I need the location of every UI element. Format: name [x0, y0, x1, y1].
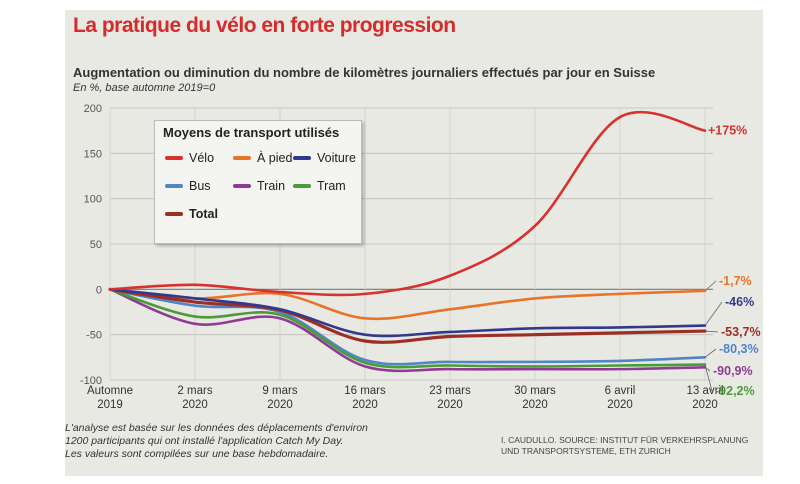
- y-tick-label: 100: [84, 194, 102, 206]
- x-tick-label: 2 mars 2020: [177, 385, 212, 411]
- legend-title: Moyens de transport utilisés: [163, 125, 340, 140]
- legend-swatch: [165, 156, 183, 160]
- legend-label: Train: [257, 179, 286, 193]
- end-label: -90,9%: [713, 364, 753, 378]
- legend-label: À pied: [257, 151, 293, 165]
- legend-swatch: [165, 212, 183, 216]
- legend-swatch: [293, 156, 311, 160]
- label-leader: [704, 280, 717, 292]
- legend-item-bus: Bus: [165, 179, 211, 193]
- x-tick-label: 9 mars 2020: [262, 385, 297, 411]
- legend-label: Total: [189, 207, 218, 221]
- footnote-line: L'analyse est basée sur les données des …: [65, 422, 368, 434]
- label-leader: [704, 330, 719, 333]
- y-tick-label: -50: [86, 330, 102, 342]
- footnote-line: Les valeurs sont compilées sur une base …: [65, 448, 329, 460]
- series-line-bus: [108, 288, 707, 366]
- series-line-train: [108, 288, 707, 373]
- series-line-tram: [108, 288, 707, 369]
- label-leader: [704, 301, 723, 326]
- legend-item-voiture: Voiture: [293, 151, 356, 165]
- end-label: +175%: [708, 124, 747, 138]
- legend-item-tram: Tram: [293, 179, 346, 193]
- footnote: L'analyse est basée sur les données des …: [65, 422, 445, 461]
- chart-subtitle: Augmentation ou diminution du nombre de …: [73, 65, 656, 80]
- end-label: -80,3%: [719, 342, 759, 356]
- end-label: -1,7%: [719, 274, 752, 288]
- label-leader: [704, 348, 717, 358]
- unit-note: En %, base automne 2019=0: [73, 82, 216, 94]
- footnote-line: 1200 participants qui ont installé l'app…: [65, 435, 344, 447]
- x-tick-label: 16 mars 2020: [344, 385, 386, 411]
- legend-label: Bus: [189, 179, 211, 193]
- series-line-vlo: [108, 110, 707, 297]
- x-tick-label: Automne 2019: [87, 385, 133, 411]
- legend-item-total: Total: [165, 207, 218, 221]
- x-tick-label: 23 mars 2020: [429, 385, 471, 411]
- y-tick-label: 150: [84, 148, 102, 160]
- y-tick-label: -100: [80, 375, 102, 387]
- legend-item-a-pied: À pied: [233, 151, 292, 165]
- end-label: -53,7%: [721, 325, 761, 339]
- legend-swatch: [233, 184, 251, 188]
- legend-item-velo: Vélo: [165, 151, 214, 165]
- x-tick-label: 13 avril 2020: [686, 385, 723, 411]
- source-line: UND TRANSPORTSYSTEME, ETH ZURICH: [501, 446, 671, 456]
- source-credit: I. CAUDULLO. SOURCE: INSTITUT FÜR VERKEH…: [501, 435, 748, 457]
- y-tick-label: 200: [84, 103, 102, 115]
- legend-label: Vélo: [189, 151, 215, 165]
- end-label: -46%: [725, 295, 754, 309]
- line-chart: -100 -50 0 50 100 150 200 Automne 2019 2 mars 2020…: [80, 103, 761, 411]
- legend-swatch: [293, 184, 311, 188]
- chart-title: La pratique du vélo en forte progression: [73, 14, 456, 37]
- legend-label: Tram: [317, 179, 346, 193]
- newspaper-clipping: La pratique du vélo en forte progression…: [65, 10, 763, 476]
- legend-swatch: [165, 184, 183, 188]
- series-line-voiture: [108, 288, 707, 338]
- label-leader: [704, 364, 713, 392]
- x-tick-label: 6 avril 2020: [605, 385, 636, 411]
- end-label: -92,2%: [715, 384, 755, 398]
- x-tick-label: 30 mars 2020: [514, 385, 556, 411]
- series-line-total: [108, 287, 707, 344]
- legend: Moyens de transport utilisés Vélo À pied…: [154, 120, 362, 244]
- y-tick-label: 0: [96, 284, 102, 296]
- legend-swatch: [233, 156, 251, 160]
- y-tick-label: 50: [90, 239, 102, 251]
- legend-label: Voiture: [317, 151, 356, 165]
- legend-item-train: Train: [233, 179, 285, 193]
- source-line: I. CAUDULLO. SOURCE: INSTITUT FÜR VERKEH…: [501, 435, 749, 445]
